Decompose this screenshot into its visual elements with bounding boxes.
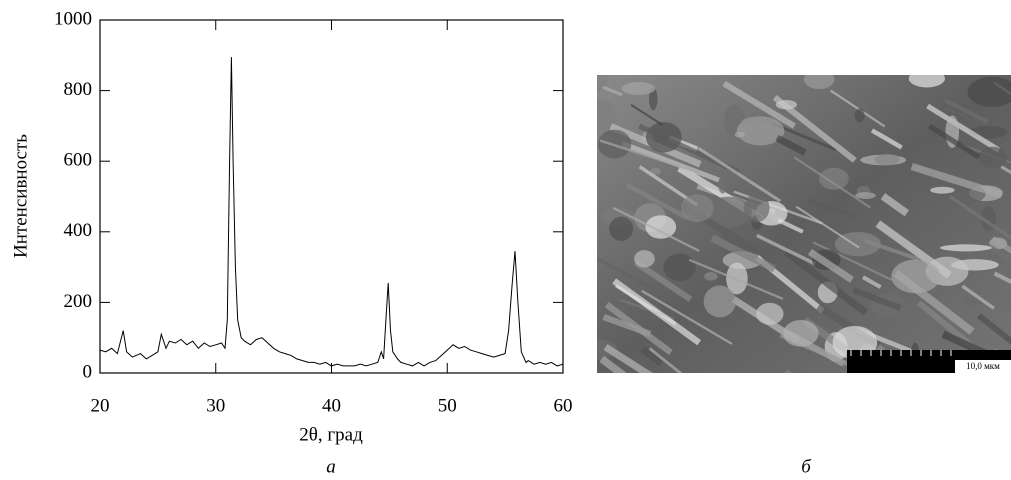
y-tick-label: 0 <box>83 361 93 382</box>
sem-texture <box>612 206 700 253</box>
sem-texture <box>952 367 965 373</box>
sem-texture <box>599 355 627 373</box>
sem-texture <box>630 103 664 127</box>
y-tick-label: 1000 <box>54 8 92 29</box>
sem-texture <box>621 82 656 96</box>
sem-texture <box>663 253 696 282</box>
y-tick-label: 800 <box>64 79 93 100</box>
x-tick-label: 50 <box>438 395 457 416</box>
sem-texture <box>626 183 689 221</box>
x-tick-label: 30 <box>206 395 225 416</box>
sem-texture <box>710 234 776 273</box>
plot-frame <box>99 19 564 374</box>
sem-texture <box>734 131 745 138</box>
x-tick-label: 40 <box>322 395 341 416</box>
sem-texture <box>870 128 903 150</box>
sem-texture <box>861 275 882 289</box>
sem-texture <box>963 297 983 306</box>
y-tick-label: 200 <box>64 291 93 312</box>
scale-label-box <box>955 360 1011 373</box>
sem-texture <box>855 192 876 199</box>
sem-texture <box>597 257 671 300</box>
caption: б <box>801 456 812 477</box>
sem-texture <box>949 195 1011 240</box>
sem-texture <box>775 134 807 156</box>
sem-texture <box>783 320 819 347</box>
sem-texture <box>977 313 1011 345</box>
x-axis-label: 2θ, град <box>299 424 363 445</box>
sem-texture <box>705 196 753 228</box>
sem-texture <box>649 87 658 111</box>
sem-texture <box>689 120 707 128</box>
sem-texture <box>803 75 835 90</box>
sem-texture <box>784 248 868 316</box>
sem-texture <box>874 153 900 166</box>
sem-texture <box>851 287 902 312</box>
sem-texture <box>597 75 608 93</box>
sem-texture <box>641 289 733 345</box>
sem-texture <box>704 272 718 281</box>
data-line <box>99 57 564 367</box>
sem-texture <box>908 75 945 88</box>
y-tick-label: 400 <box>64 220 93 241</box>
sem-texture <box>756 233 816 266</box>
sem-texture <box>984 242 1011 263</box>
x-tick-label: 20 <box>91 395 110 416</box>
sem-texture <box>703 285 736 318</box>
sem-texture <box>812 241 893 282</box>
sem-texture <box>927 123 981 160</box>
sem-texture <box>604 301 673 356</box>
sem-texture <box>603 344 653 373</box>
sem-texture <box>834 231 881 257</box>
sem-texture <box>967 76 1011 107</box>
sem-texture <box>718 176 727 194</box>
y-tick-label: 600 <box>64 150 93 171</box>
sem-texture <box>650 167 661 175</box>
sem-texture <box>993 271 1011 285</box>
sem-texture <box>940 244 992 252</box>
sem-texture <box>944 106 987 127</box>
sem-texture <box>775 99 798 110</box>
sem-texture <box>697 146 782 203</box>
sem-texture <box>910 162 1003 199</box>
sem-texture <box>784 369 793 373</box>
sem-texture <box>602 85 623 97</box>
sem-texture <box>722 80 796 129</box>
sem-texture <box>818 167 849 190</box>
sem-texture <box>926 103 1001 153</box>
sem-texture <box>609 216 634 241</box>
sem-texture <box>640 345 664 367</box>
sem-texture <box>793 156 872 209</box>
sem-texture <box>930 186 955 194</box>
sem-texture <box>648 347 683 373</box>
sem-texture <box>854 108 865 123</box>
y-axis-label: Интенсивность <box>10 134 31 258</box>
sem-texture <box>621 141 720 183</box>
sem-texture <box>645 215 677 239</box>
sem-texture <box>599 139 700 174</box>
sem-texture <box>891 259 941 294</box>
x-tick-label: 60 <box>554 395 573 416</box>
sem-texture <box>807 248 854 283</box>
sem-texture <box>741 116 773 126</box>
sem-texture <box>633 259 693 302</box>
sem-texture <box>880 193 910 217</box>
sem-texture <box>807 198 859 220</box>
sem-texture <box>961 284 995 310</box>
sem-texture <box>634 250 655 268</box>
sem-texture <box>944 98 990 124</box>
sem-texture <box>743 193 770 223</box>
sem-texture <box>597 98 617 130</box>
sem-texture <box>680 194 714 223</box>
sem-texture <box>830 89 886 128</box>
sem-texture <box>990 235 1011 254</box>
sem-texture <box>795 205 860 249</box>
sem-texture <box>756 302 784 325</box>
caption: а <box>326 456 336 477</box>
scale-label: 10,0 мкм <box>966 361 1000 371</box>
sem-texture <box>688 258 784 300</box>
sem-texture <box>978 146 1008 169</box>
sem-texture <box>612 278 702 346</box>
